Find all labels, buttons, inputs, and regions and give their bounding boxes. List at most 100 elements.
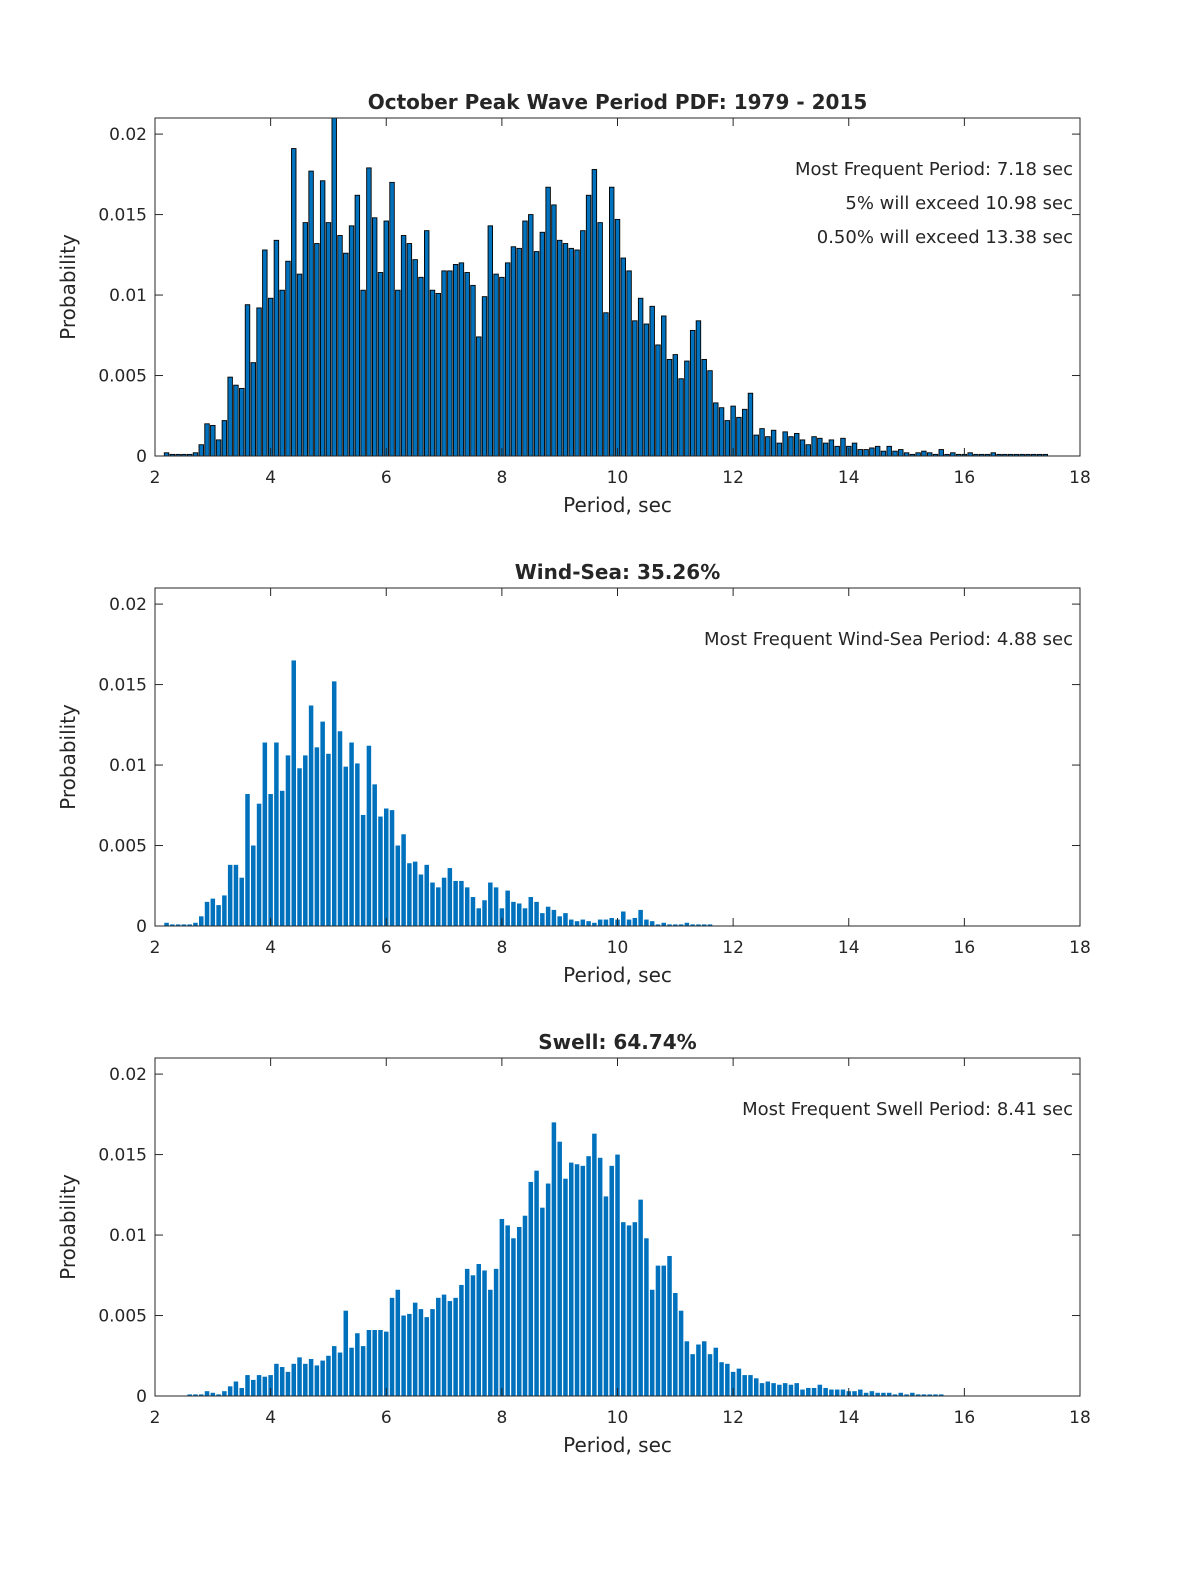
bar [539, 231, 546, 457]
bar [701, 924, 707, 926]
bar [718, 407, 725, 457]
x-tick-label: 16 [954, 1408, 976, 1428]
chart-panel-3: 2 4 6 8 10 12 14 16 18 0 0.005 0.01 0.015 0.02 Swell: … [56, 1030, 1091, 1457]
bar [470, 897, 476, 926]
bar [175, 924, 181, 926]
bar [834, 1389, 840, 1396]
x-tick-label: 16 [954, 938, 976, 958]
bar [921, 450, 927, 457]
bar [493, 1268, 499, 1396]
bar [748, 1375, 753, 1396]
bar [603, 1196, 609, 1396]
y-tick-label: 0.02 [109, 595, 147, 615]
bar [829, 1389, 834, 1396]
bar [331, 1346, 337, 1396]
bar [331, 681, 337, 926]
bar [695, 320, 702, 457]
bar [227, 376, 233, 457]
bar [274, 742, 279, 926]
bar [794, 433, 800, 457]
bar [441, 877, 447, 926]
bar [279, 1367, 285, 1396]
bar [822, 442, 829, 457]
x-tick-label: 14 [838, 1408, 860, 1428]
x-tick-label: 4 [265, 938, 276, 958]
bar [655, 1265, 661, 1396]
bar [325, 222, 332, 457]
bar [563, 1178, 568, 1396]
bar [765, 1381, 771, 1396]
bar [418, 874, 424, 926]
bar [302, 222, 309, 457]
bar [296, 273, 303, 457]
bar [181, 924, 187, 926]
bar [366, 745, 372, 926]
bar [742, 1375, 747, 1396]
bar [661, 1265, 667, 1396]
bar [251, 1379, 256, 1396]
bar [337, 1352, 343, 1396]
bar [690, 1354, 695, 1396]
bar [644, 919, 649, 926]
x-tick-label: 16 [954, 468, 976, 488]
bar [620, 257, 626, 457]
x-tick-label: 18 [1069, 1408, 1091, 1428]
bar [730, 1371, 736, 1396]
bar [643, 323, 650, 457]
y-tick-label: 0.02 [109, 125, 147, 145]
bar [747, 392, 754, 457]
bar [533, 251, 540, 457]
bar [892, 450, 898, 457]
y-tick-label: 0.015 [98, 1146, 147, 1166]
bar [921, 1394, 927, 1396]
bar [834, 445, 840, 457]
x-tick-label: 8 [496, 468, 507, 488]
bar [204, 901, 210, 926]
bar [314, 243, 320, 457]
bar [199, 916, 204, 926]
bar [557, 916, 562, 926]
bar [655, 344, 661, 457]
x-tick-label: 2 [150, 1408, 161, 1428]
bar [707, 924, 713, 926]
bar [776, 442, 783, 457]
bar [343, 766, 349, 926]
bar [649, 921, 655, 926]
x-tick-label: 10 [607, 1408, 629, 1428]
bar [493, 273, 499, 457]
bar [915, 1394, 921, 1396]
bar [516, 903, 522, 926]
bar [221, 420, 228, 457]
bar [199, 1394, 204, 1396]
bar [540, 913, 545, 926]
bar [349, 742, 354, 926]
bar [476, 908, 482, 926]
bar [447, 1301, 453, 1396]
bar [534, 1170, 539, 1396]
bar [378, 816, 383, 926]
bar [441, 1294, 447, 1396]
y-tick-label: 0.015 [98, 206, 147, 226]
bar [811, 436, 817, 457]
bar [626, 270, 632, 457]
bar [626, 1225, 632, 1396]
bar [193, 1394, 198, 1396]
chart-title: Swell: 64.74% [538, 1030, 696, 1054]
bar [649, 305, 655, 457]
bar [407, 1313, 412, 1396]
bar [857, 449, 864, 457]
bar [696, 1344, 701, 1396]
bar [458, 262, 465, 457]
bar [551, 909, 557, 926]
bar [794, 1383, 799, 1396]
bar [459, 1284, 464, 1396]
bar [852, 1391, 857, 1396]
bar [898, 1392, 904, 1396]
bar [788, 1384, 794, 1396]
bar [661, 315, 667, 457]
annotation-text: Most Frequent Period: 7.18 sec [795, 159, 1073, 180]
bar [597, 222, 603, 457]
bar [256, 1375, 262, 1396]
bar [551, 1122, 557, 1396]
